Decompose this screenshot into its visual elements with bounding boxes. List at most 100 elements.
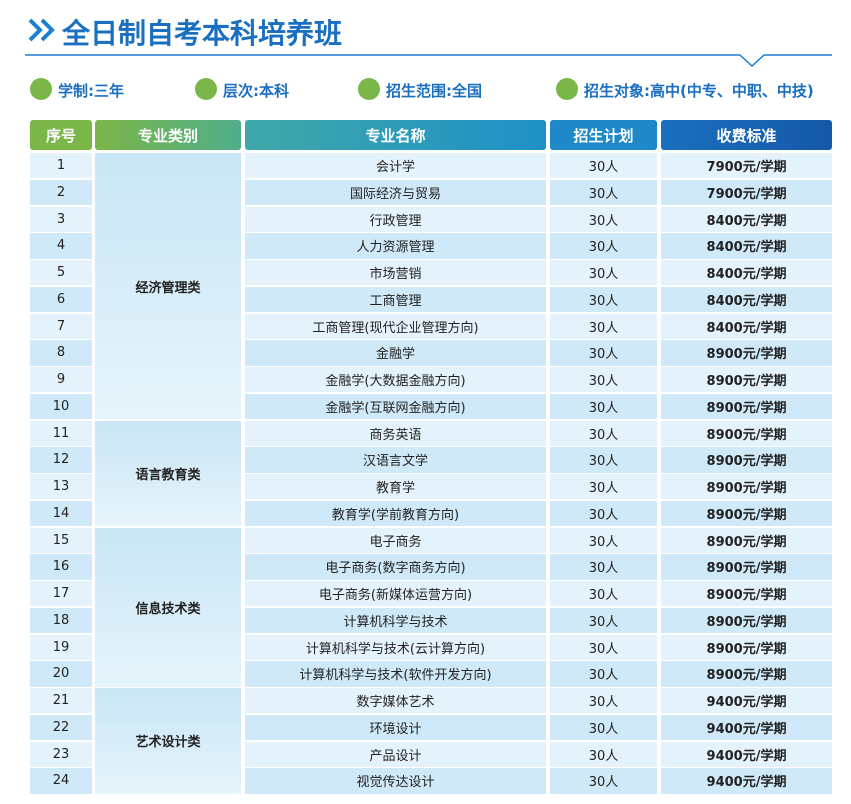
cell: 3 <box>30 206 92 232</box>
cell: 30人 <box>550 688 657 714</box>
cell: 专业名称 <box>245 120 546 150</box>
cell: 8900元/学期 <box>661 527 832 553</box>
cell: 电子商务(数字商务方向) <box>245 554 546 580</box>
cell: 22 <box>30 714 92 740</box>
cell: 20 <box>30 661 92 687</box>
cell: 专业类别 <box>95 120 241 150</box>
cell: 教育学(学前教育方向) <box>245 500 546 526</box>
cell: 国际经济与贸易 <box>245 179 546 205</box>
cell: 1 <box>30 153 92 179</box>
cell: 30人 <box>550 500 657 526</box>
cell: 30人 <box>550 634 657 660</box>
cell: 24 <box>30 768 92 794</box>
cell: 汉语言文学 <box>245 447 546 473</box>
cell: 视觉传达设计 <box>245 768 546 794</box>
cell: 21 <box>30 688 92 714</box>
cell: 8900元/学期 <box>661 500 832 526</box>
cell: 8400元/学期 <box>661 313 832 339</box>
info: 层次:本科 <box>223 82 289 100</box>
cell: 30人 <box>550 393 657 419</box>
cell: 艺术设计类 <box>95 688 241 794</box>
cell: 8900元/学期 <box>661 634 832 660</box>
cell: 收费标准 <box>661 120 832 150</box>
cell: 市场营销 <box>245 260 546 286</box>
cell: 18 <box>30 607 92 633</box>
cell: 30人 <box>550 741 657 767</box>
cell: 计算机科学与技术 <box>245 607 546 633</box>
cell: 会计学 <box>245 153 546 179</box>
cell: 8400元/学期 <box>661 206 832 232</box>
cell: 8900元/学期 <box>661 393 832 419</box>
cell: 6 <box>30 286 92 312</box>
cell: 30人 <box>550 153 657 179</box>
cell: 计算机科学与技术(软件开发方向) <box>245 661 546 687</box>
cell: 4 <box>30 233 92 259</box>
info: 学制:三年 <box>58 82 124 100</box>
cell: 8900元/学期 <box>661 661 832 687</box>
cell: 商务英语 <box>245 420 546 446</box>
cell: 16 <box>30 554 92 580</box>
cell: 8400元/学期 <box>661 233 832 259</box>
cell: 23 <box>30 741 92 767</box>
cell: 金融学(大数据金融方向) <box>245 367 546 393</box>
cell: 10 <box>30 393 92 419</box>
cell: 计算机科学与技术(云计算方向) <box>245 634 546 660</box>
cell: 8900元/学期 <box>661 340 832 366</box>
cell: 9400元/学期 <box>661 688 832 714</box>
cell: 7900元/学期 <box>661 153 832 179</box>
cell: 9400元/学期 <box>661 768 832 794</box>
info: 招生对象:高中(中专、中职、中技) <box>584 82 814 100</box>
icon <box>556 78 578 100</box>
cell: 电子商务 <box>245 527 546 553</box>
cell: 7900元/学期 <box>661 179 832 205</box>
cell: 30人 <box>550 661 657 687</box>
cell: 9 <box>30 367 92 393</box>
cell: 序号 <box>30 120 92 150</box>
cell: 30人 <box>550 607 657 633</box>
cell: 30人 <box>550 768 657 794</box>
cell: 8400元/学期 <box>661 260 832 286</box>
cell: 信息技术类 <box>95 527 241 687</box>
cell: 8900元/学期 <box>661 581 832 607</box>
cell: 金融学 <box>245 340 546 366</box>
cell: 30人 <box>550 474 657 500</box>
cell: 11 <box>30 420 92 446</box>
cell: 30人 <box>550 527 657 553</box>
cell: 30人 <box>550 233 657 259</box>
cell: 12 <box>30 447 92 473</box>
cell: 30人 <box>550 367 657 393</box>
cell: 30人 <box>550 313 657 339</box>
cell: 数字媒体艺术 <box>245 688 546 714</box>
cell: 行政管理 <box>245 206 546 232</box>
cell: 30人 <box>550 554 657 580</box>
cell: 30人 <box>550 286 657 312</box>
cell: 30人 <box>550 714 657 740</box>
cell: 8900元/学期 <box>661 554 832 580</box>
cell: 产品设计 <box>245 741 546 767</box>
cell: 环境设计 <box>245 714 546 740</box>
cell: 30人 <box>550 206 657 232</box>
cell: 19 <box>30 634 92 660</box>
cell: 工商管理 <box>245 286 546 312</box>
cell: 30人 <box>550 420 657 446</box>
cell: 8400元/学期 <box>661 286 832 312</box>
cell: 9400元/学期 <box>661 741 832 767</box>
cell: 经济管理类 <box>95 153 241 419</box>
cell: 2 <box>30 179 92 205</box>
title: 全日制自考本科培养班 <box>62 17 343 50</box>
cell: 语言教育类 <box>95 420 241 526</box>
cell: 30人 <box>550 581 657 607</box>
title-deco <box>25 18 832 68</box>
cell: 5 <box>30 260 92 286</box>
cell: 17 <box>30 581 92 607</box>
cell: 15 <box>30 527 92 553</box>
icon <box>358 78 380 100</box>
cell: 工商管理(现代企业管理方向) <box>245 313 546 339</box>
icon <box>30 78 52 100</box>
cell: 8900元/学期 <box>661 607 832 633</box>
cell: 招生计划 <box>550 120 657 150</box>
icon <box>195 78 217 100</box>
cell: 教育学 <box>245 474 546 500</box>
cell: 8900元/学期 <box>661 367 832 393</box>
